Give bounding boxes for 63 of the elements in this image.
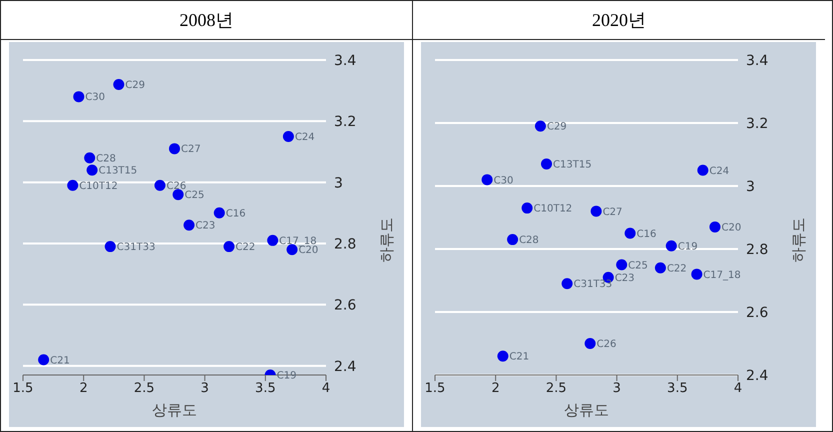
y-tick-label: 2.6	[334, 298, 356, 314]
data-label: C27	[181, 144, 201, 156]
y-tick-label: 3.4	[334, 52, 356, 69]
data-label: C25	[184, 190, 204, 202]
x-tick-label: 3	[200, 381, 209, 396]
y-tick-label: 3.4	[746, 52, 768, 69]
data-label: C26	[596, 339, 616, 350]
data-label: C20	[721, 222, 742, 234]
data-label: C21	[50, 355, 70, 366]
y-tick-label: 2.8	[334, 236, 356, 252]
y-tick-label: 2.4	[334, 358, 356, 375]
data-label: C10T12	[79, 180, 118, 192]
data-label: C13T15	[553, 160, 592, 170]
x-tick-label: 4	[734, 381, 742, 396]
y-tick-label: 3.2	[746, 116, 768, 132]
data-label: C31T33	[116, 242, 156, 254]
data-label: C23	[614, 272, 635, 284]
data-label: C13T15	[98, 166, 138, 177]
chart-title: 2008년	[1, 1, 412, 40]
data-label: C28	[96, 153, 116, 164]
data-label: C24	[294, 132, 315, 144]
y-tick-label: 2.8	[746, 242, 768, 258]
data-label: C31T33	[574, 279, 612, 290]
x-tick-label: 3.5	[667, 381, 688, 396]
data-label: C20	[298, 245, 318, 256]
data-label: C16	[636, 228, 656, 240]
data-label: C29	[546, 122, 567, 133]
data-label: C24	[709, 166, 730, 177]
data-label: C19	[678, 241, 698, 252]
x-tick-label: 2	[79, 381, 88, 396]
x-tick-label: 2.5	[134, 381, 155, 396]
data-label: C28	[519, 235, 539, 246]
data-label: C16	[226, 208, 246, 220]
x-axis-title: 상류도	[152, 401, 197, 419]
y-axis-title: 하류도	[789, 218, 808, 262]
y-tick-label: 3	[746, 178, 755, 195]
data-label: C17_18	[279, 236, 317, 247]
y-tick-label: 3.2	[334, 114, 356, 130]
y-tick-label: 2.6	[746, 304, 768, 321]
data-label: C21	[509, 352, 530, 363]
x-tick-label: 2	[491, 381, 500, 396]
data-label: C10T12	[534, 204, 572, 215]
y-tick-label: 3	[334, 175, 343, 192]
x-tick-label: 2.5	[546, 381, 567, 396]
x-axis-title: 상류도	[564, 401, 609, 419]
data-label: C25	[628, 260, 648, 272]
x-tick-label: 1.5	[424, 381, 446, 396]
data-label: C30	[85, 92, 105, 104]
y-tick-label: 2.4	[746, 368, 768, 384]
data-label: C22	[236, 242, 256, 254]
data-label: C26	[166, 180, 186, 192]
data-label: C29	[125, 80, 145, 92]
data-label: C23	[196, 220, 216, 232]
data-label: C30	[494, 175, 514, 186]
chart-title: 2020년	[413, 1, 825, 40]
x-tick-label: 3.5	[255, 381, 276, 396]
x-tick-label: 4	[322, 381, 330, 396]
y-axis-title: 하류도	[377, 218, 396, 262]
x-tick-label: 3	[612, 381, 621, 396]
data-label: C27	[602, 206, 622, 218]
data-label: C22	[666, 263, 687, 274]
x-tick-label: 1.5	[12, 381, 34, 396]
data-label: C17_18	[703, 270, 741, 281]
